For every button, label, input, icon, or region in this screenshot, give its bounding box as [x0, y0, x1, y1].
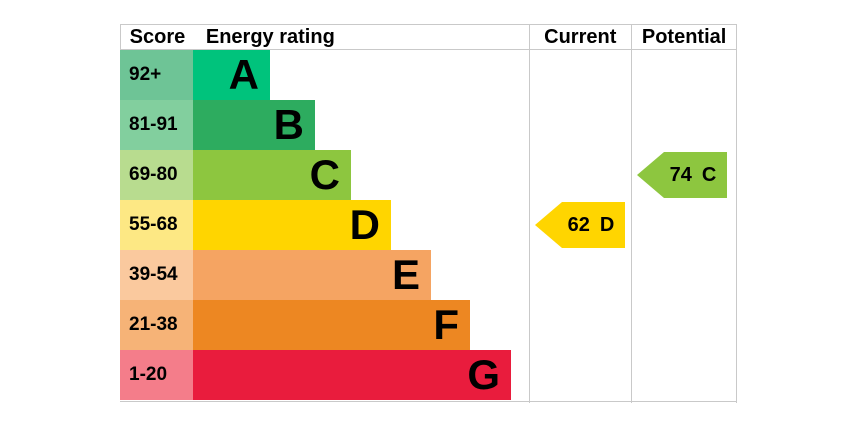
- score-range-a: 92+: [120, 50, 193, 100]
- rating-row-d: 55-68 D: [120, 200, 737, 250]
- chart-header-row: Score Energy rating Current Potential: [120, 24, 737, 50]
- rating-row-c: 69-80 C: [120, 150, 737, 200]
- score-range-d: 55-68: [120, 200, 193, 250]
- rating-letter-g: G: [467, 351, 500, 398]
- score-column-header: Score: [129, 25, 186, 48]
- energy-rating-column-header: Energy rating: [205, 25, 335, 48]
- rating-letter-d: D: [349, 201, 380, 248]
- rating-bar-d: D: [193, 200, 391, 250]
- score-range-c: 69-80: [120, 150, 193, 200]
- potential-rating-grade: C: [701, 163, 717, 186]
- rating-letter-a: A: [228, 51, 259, 98]
- potential-rating-score: 74: [669, 163, 692, 186]
- rating-row-e: 39-54 E: [120, 250, 737, 300]
- potential-column-header: Potential: [641, 25, 727, 48]
- rating-rows: 92+ A 81-91 B 69-80 C 55-68 D 39-54 E 21…: [120, 50, 737, 402]
- rating-letter-e: E: [391, 251, 420, 298]
- rating-bar-c: C: [193, 150, 351, 200]
- column-divider-current-potential: [631, 24, 632, 403]
- score-range-f: 21-38: [120, 300, 193, 350]
- score-range-b: 81-91: [120, 100, 193, 150]
- current-rating-grade: D: [599, 213, 615, 236]
- rating-bar-a: A: [193, 50, 270, 100]
- rating-bar-e: E: [193, 250, 431, 300]
- rating-row-b: 81-91 B: [120, 100, 737, 150]
- score-range-g: 1-20: [120, 350, 193, 400]
- rating-bar-b: B: [193, 100, 315, 150]
- rating-row-f: 21-38 F: [120, 300, 737, 350]
- current-column-header: Current: [544, 25, 617, 48]
- rating-row-g: 1-20 G: [120, 350, 737, 400]
- rating-letter-b: B: [273, 101, 304, 148]
- column-divider-energy-current: [529, 24, 530, 403]
- score-range-e: 39-54: [120, 250, 193, 300]
- current-rating-score: 62: [567, 213, 590, 236]
- rating-bar-g: G: [193, 350, 511, 400]
- table-right-border: [736, 24, 737, 403]
- rating-bar-f: F: [193, 300, 470, 350]
- rating-letter-c: C: [309, 151, 340, 198]
- chart-table: Score Energy rating Current Potential 92…: [120, 24, 737, 403]
- rating-letter-f: F: [433, 301, 459, 348]
- rating-row-a: 92+ A: [120, 50, 737, 100]
